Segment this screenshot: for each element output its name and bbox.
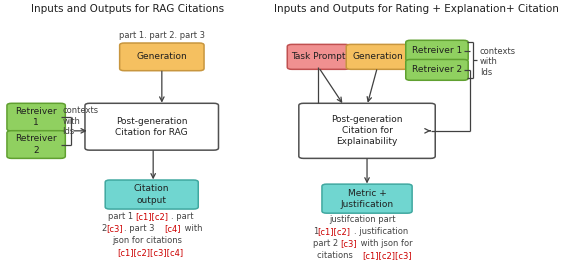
Text: json for citations: json for citations — [113, 236, 183, 246]
Text: Retreiver 2: Retreiver 2 — [412, 65, 462, 74]
Text: 1: 1 — [313, 227, 318, 236]
Text: with json for: with json for — [358, 239, 413, 248]
Text: [c1][c2][c3]: [c1][c2][c3] — [362, 251, 412, 260]
FancyBboxPatch shape — [120, 43, 204, 71]
FancyBboxPatch shape — [299, 103, 435, 158]
Text: Retreiver
2: Retreiver 2 — [15, 135, 57, 155]
FancyBboxPatch shape — [346, 44, 409, 69]
Text: justifcation part: justifcation part — [329, 215, 395, 224]
Text: part 2: part 2 — [313, 239, 338, 248]
FancyBboxPatch shape — [7, 103, 65, 131]
Text: part 1: part 1 — [108, 212, 133, 221]
Text: Post-generation
Citation for RAG: Post-generation Citation for RAG — [116, 117, 188, 137]
Text: Post-generation
Citation for
Explainability: Post-generation Citation for Explainabil… — [331, 115, 403, 146]
Text: . part: . part — [171, 212, 194, 221]
Text: [c1][c2]: [c1][c2] — [317, 227, 350, 236]
Text: [c4]: [c4] — [165, 224, 181, 233]
Text: part 1. part 2. part 3: part 1. part 2. part 3 — [119, 31, 205, 40]
Text: contexts
with
Ids: contexts with Ids — [480, 47, 516, 76]
FancyBboxPatch shape — [85, 103, 218, 150]
Text: [c3]: [c3] — [340, 239, 357, 248]
Text: with: with — [183, 224, 203, 233]
Text: Inputs and Outputs for RAG Citations: Inputs and Outputs for RAG Citations — [31, 4, 224, 14]
Text: Generation: Generation — [136, 52, 187, 61]
Text: Citation
output: Citation output — [134, 184, 169, 205]
Text: Metric +
Justification: Metric + Justification — [340, 189, 394, 209]
FancyBboxPatch shape — [7, 131, 65, 158]
Text: [c1][c2][c3][c4]: [c1][c2][c3][c4] — [117, 249, 183, 258]
Text: . part 3: . part 3 — [124, 224, 157, 233]
Text: [c3]: [c3] — [106, 224, 123, 233]
FancyBboxPatch shape — [322, 184, 412, 213]
Text: 2: 2 — [101, 224, 106, 233]
Text: Retreiver
1: Retreiver 1 — [15, 107, 57, 127]
Text: Generation: Generation — [352, 52, 403, 61]
FancyBboxPatch shape — [287, 44, 350, 69]
FancyBboxPatch shape — [105, 180, 198, 209]
Text: Task Prompt: Task Prompt — [291, 52, 346, 61]
Text: [c1][c2]: [c1][c2] — [135, 212, 168, 221]
FancyBboxPatch shape — [406, 40, 468, 61]
FancyBboxPatch shape — [406, 59, 468, 80]
Text: . justification: . justification — [354, 227, 407, 236]
Text: Inputs and Outputs for Rating + Explanation+ Citation: Inputs and Outputs for Rating + Explanat… — [274, 4, 558, 14]
Text: citations: citations — [317, 251, 356, 260]
Text: Retreiver 1: Retreiver 1 — [412, 46, 462, 55]
Text: contexts
with
Ids: contexts with Ids — [62, 106, 98, 136]
